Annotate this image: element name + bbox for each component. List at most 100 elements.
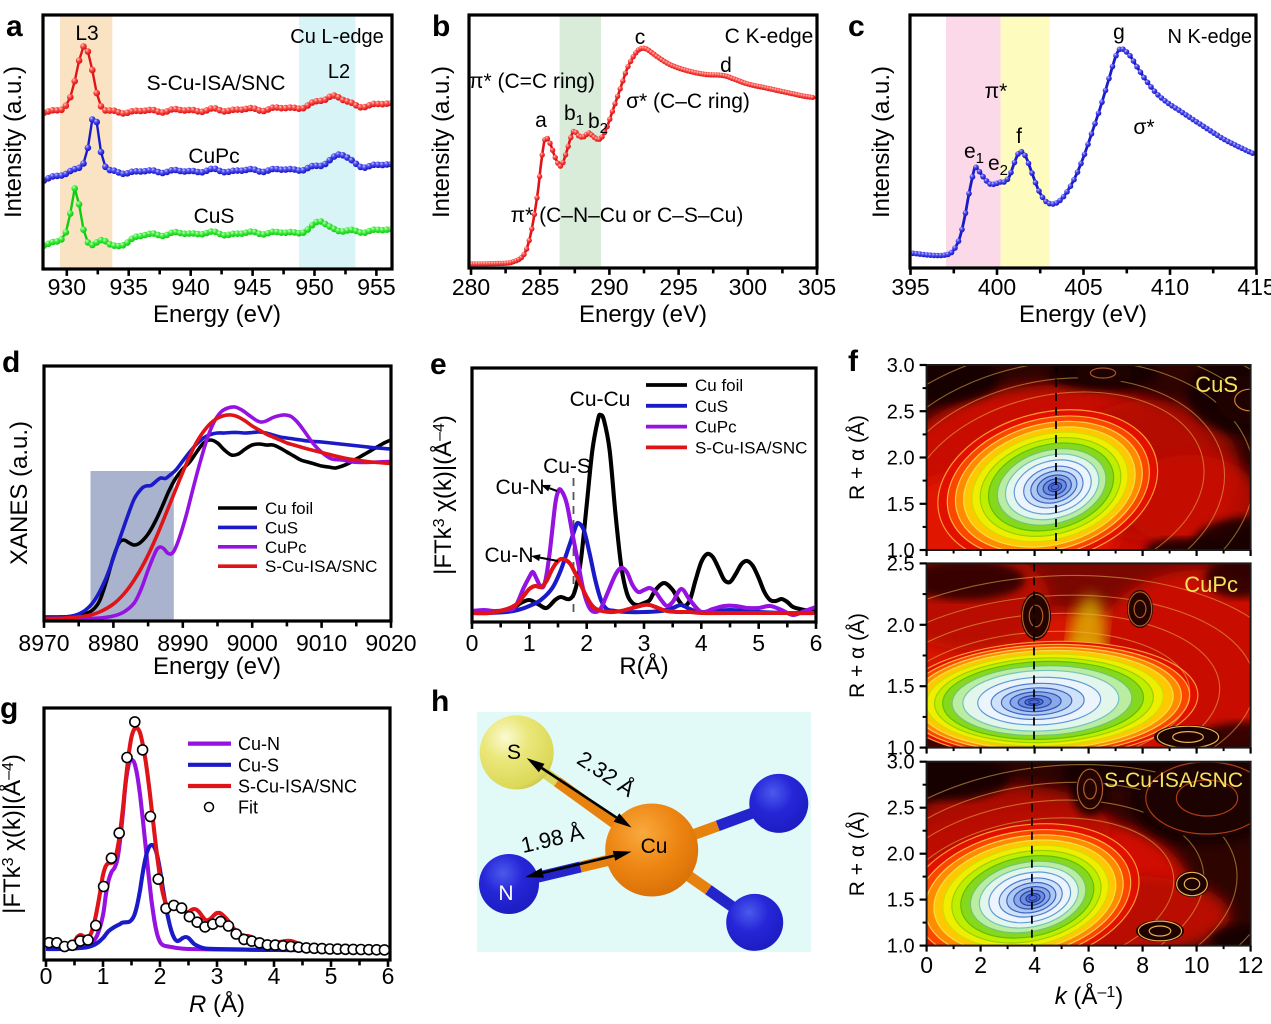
svg-text:4: 4 (695, 630, 708, 656)
svg-text:CuPc: CuPc (1184, 572, 1238, 597)
svg-text:e: e (430, 348, 447, 381)
svg-text:Intensity (a.u.): Intensity (a.u.) (868, 66, 895, 218)
svg-text:410: 410 (1151, 274, 1189, 300)
svg-text:c: c (848, 10, 865, 43)
svg-text:XANES (a.u.): XANES (a.u.) (6, 421, 33, 565)
svg-text:Energy (eV): Energy (eV) (579, 301, 707, 328)
svg-text:8980: 8980 (88, 630, 139, 656)
svg-text:2: 2 (974, 952, 987, 978)
svg-text:R + α (Å): R + α (Å) (846, 613, 869, 698)
svg-text:295: 295 (659, 274, 697, 300)
svg-text:π* (C–N–Cu or C–S–Cu): π* (C–N–Cu or C–S–Cu) (511, 204, 744, 227)
svg-text:1.0: 1.0 (887, 540, 915, 562)
svg-text:0: 0 (40, 963, 53, 989)
svg-text:S-Cu-ISA/SNC: S-Cu-ISA/SNC (238, 777, 357, 797)
svg-text:305: 305 (798, 274, 836, 300)
svg-text:12: 12 (1238, 952, 1264, 978)
svg-text:950: 950 (295, 274, 333, 300)
svg-text:1: 1 (97, 963, 110, 989)
svg-text:5: 5 (752, 630, 765, 656)
svg-text:415: 415 (1237, 274, 1271, 300)
svg-text:9000: 9000 (227, 630, 278, 656)
svg-text:a: a (535, 109, 547, 132)
svg-text:1.0: 1.0 (887, 936, 915, 958)
svg-text:2.0: 2.0 (887, 448, 915, 470)
svg-text:8: 8 (1136, 952, 1149, 978)
svg-text:0: 0 (466, 630, 479, 656)
svg-text:3.0: 3.0 (887, 355, 915, 377)
svg-text:c: c (635, 26, 646, 49)
svg-text:4: 4 (1028, 952, 1041, 978)
svg-text:S-Cu-ISA/SNC: S-Cu-ISA/SNC (695, 438, 807, 457)
svg-text:9010: 9010 (296, 630, 347, 656)
svg-text:R + α (Å): R + α (Å) (846, 415, 869, 500)
svg-text:Energy (eV): Energy (eV) (1019, 301, 1147, 328)
svg-text:6: 6 (1082, 952, 1095, 978)
svg-text:955: 955 (357, 274, 395, 300)
svg-text:945: 945 (233, 274, 271, 300)
svg-text:k (Å–1): k (Å–1) (1055, 982, 1123, 1010)
svg-text:S: S (507, 741, 521, 764)
svg-text:CuS: CuS (194, 205, 235, 228)
svg-text:1.5: 1.5 (887, 890, 915, 912)
svg-text:6: 6 (810, 630, 823, 656)
svg-text:300: 300 (729, 274, 767, 300)
svg-text:R + α (Å): R + α (Å) (846, 811, 869, 896)
svg-text:R (Å): R (Å) (189, 990, 245, 1018)
svg-text:σ* (C–C ring): σ* (C–C ring) (626, 90, 750, 113)
svg-text:9020: 9020 (365, 630, 416, 656)
svg-text:f: f (1016, 125, 1022, 148)
svg-text:g: g (0, 692, 18, 725)
svg-text:5: 5 (325, 963, 338, 989)
svg-text:S-Cu-ISA/SNC: S-Cu-ISA/SNC (265, 557, 377, 576)
svg-text:400: 400 (978, 274, 1016, 300)
svg-text:2.5: 2.5 (887, 401, 915, 423)
svg-text:935: 935 (110, 274, 148, 300)
svg-text:d: d (2, 346, 20, 379)
svg-text:Cu L-edge: Cu L-edge (290, 26, 383, 48)
svg-text:Cu: Cu (641, 835, 668, 858)
svg-text:Energy (eV): Energy (eV) (153, 653, 281, 680)
svg-text:d: d (720, 54, 732, 77)
svg-text:0: 0 (920, 952, 933, 978)
svg-text:Cu-N: Cu-N (484, 544, 533, 567)
svg-text:Cu-S: Cu-S (238, 755, 279, 775)
svg-text:N: N (498, 882, 513, 905)
svg-text:|FTk3 χ(k)|(Å–4): |FTk3 χ(k)|(Å–4) (429, 415, 457, 575)
svg-text:S-Cu-ISA/SNC: S-Cu-ISA/SNC (1104, 769, 1243, 792)
svg-text:395: 395 (891, 274, 929, 300)
svg-text:L3: L3 (75, 22, 98, 45)
svg-text:π* (C=C ring): π* (C=C ring) (469, 70, 595, 93)
svg-text:285: 285 (521, 274, 559, 300)
svg-text:Cu-N: Cu-N (238, 734, 280, 754)
svg-text:2.0: 2.0 (887, 844, 915, 866)
svg-text:CuPc: CuPc (695, 418, 737, 437)
svg-text:Fit: Fit (238, 798, 258, 818)
svg-text:290: 290 (590, 274, 628, 300)
svg-text:Energy (eV): Energy (eV) (153, 301, 281, 328)
svg-text:L2: L2 (328, 61, 350, 83)
svg-text:2.5: 2.5 (887, 798, 915, 820)
svg-text:1.5: 1.5 (887, 494, 915, 516)
svg-text:CuS: CuS (695, 397, 728, 416)
svg-text:930: 930 (48, 274, 86, 300)
svg-text:N K-edge: N K-edge (1168, 26, 1253, 48)
svg-text:Cu foil: Cu foil (695, 376, 743, 395)
svg-text:b: b (432, 10, 450, 43)
svg-text:a: a (6, 10, 23, 43)
svg-text:4: 4 (268, 963, 281, 989)
svg-text:f: f (848, 345, 859, 378)
svg-text:Cu foil: Cu foil (265, 499, 313, 518)
svg-text:CuS: CuS (1195, 372, 1238, 397)
svg-text:σ*: σ* (1133, 116, 1154, 139)
svg-text:2.0: 2.0 (887, 615, 915, 637)
svg-text:S-Cu-ISA/SNC: S-Cu-ISA/SNC (147, 72, 286, 95)
svg-text:C K-edge: C K-edge (725, 25, 814, 48)
svg-text:CuS: CuS (265, 518, 298, 537)
svg-text:8970: 8970 (18, 630, 69, 656)
svg-text:10: 10 (1184, 952, 1210, 978)
svg-text:1.5: 1.5 (887, 676, 915, 698)
svg-text:Cu-S: Cu-S (543, 455, 591, 478)
svg-text:π*: π* (985, 80, 1008, 103)
svg-text:3.0: 3.0 (887, 752, 915, 774)
